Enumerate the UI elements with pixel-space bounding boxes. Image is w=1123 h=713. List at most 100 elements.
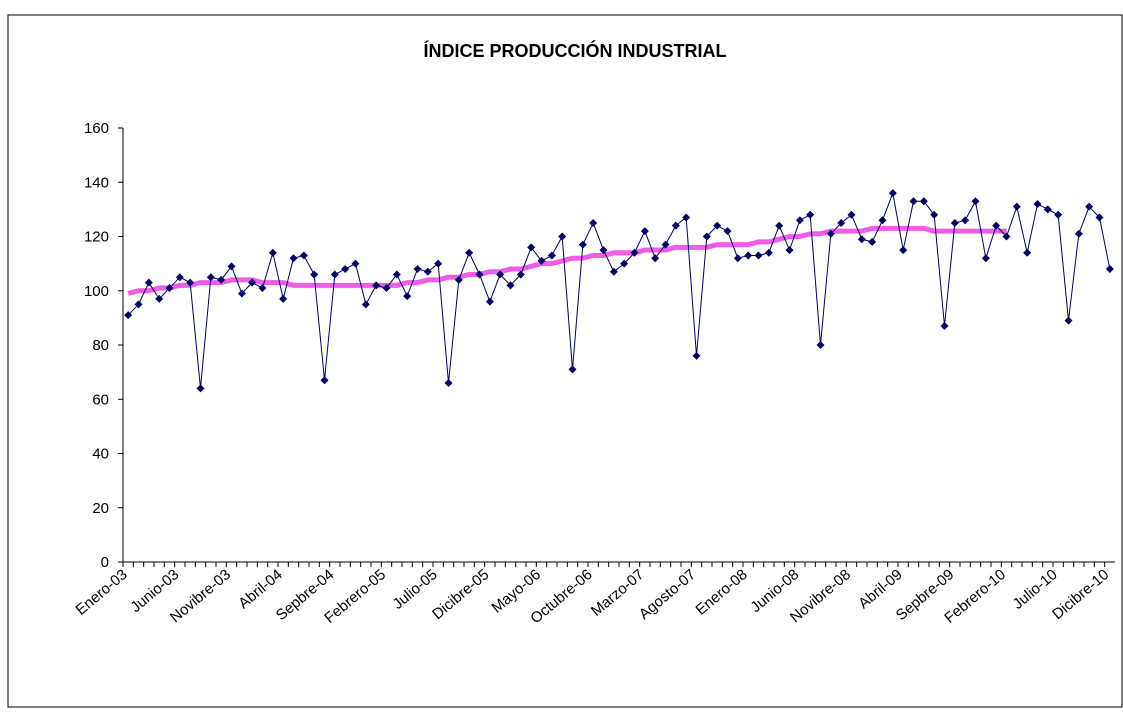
data-point bbox=[1074, 229, 1083, 238]
data-point bbox=[930, 210, 939, 219]
data-point bbox=[299, 251, 308, 260]
data-point bbox=[196, 384, 205, 393]
data-point bbox=[1023, 248, 1032, 257]
data-point bbox=[1033, 199, 1042, 208]
data-point bbox=[620, 259, 629, 268]
data-point bbox=[847, 210, 856, 219]
data-point bbox=[175, 273, 184, 282]
data-point bbox=[248, 278, 257, 287]
data-point bbox=[289, 254, 298, 263]
data-point bbox=[506, 281, 515, 290]
data-point bbox=[940, 322, 949, 331]
y-tick-label: 60 bbox=[92, 391, 109, 408]
data-point bbox=[1002, 232, 1011, 241]
data-point bbox=[1064, 316, 1073, 325]
data-point bbox=[413, 265, 422, 274]
data-point bbox=[826, 229, 835, 238]
data-point bbox=[578, 240, 587, 249]
data-point bbox=[403, 292, 412, 301]
data-point bbox=[423, 267, 432, 276]
data-point bbox=[609, 267, 618, 276]
data-point bbox=[186, 278, 195, 287]
data-point bbox=[320, 376, 329, 385]
data-point bbox=[1012, 202, 1021, 211]
data-point bbox=[361, 300, 370, 309]
data-point bbox=[888, 189, 897, 198]
data-point bbox=[434, 259, 443, 268]
data-point bbox=[671, 221, 680, 230]
data-point bbox=[485, 297, 494, 306]
data-point bbox=[1043, 205, 1052, 214]
data-point bbox=[1105, 265, 1114, 274]
data-point bbox=[1095, 213, 1104, 222]
data-point bbox=[279, 294, 288, 303]
data-point bbox=[682, 213, 691, 222]
data-point bbox=[444, 378, 453, 387]
data-point bbox=[217, 275, 226, 284]
data-point bbox=[909, 197, 918, 206]
data-point bbox=[795, 216, 804, 225]
data-point bbox=[227, 262, 236, 271]
data-point bbox=[661, 240, 670, 249]
data-point bbox=[310, 270, 319, 279]
y-tick-label: 0 bbox=[101, 554, 109, 571]
data-point bbox=[919, 197, 928, 206]
y-tick-label: 120 bbox=[84, 229, 109, 246]
data-point bbox=[475, 270, 484, 279]
data-point bbox=[351, 259, 360, 268]
data-line bbox=[127, 192, 1111, 389]
data-point bbox=[527, 243, 536, 252]
data-point bbox=[341, 265, 350, 274]
data-point bbox=[558, 232, 567, 241]
data-point bbox=[775, 221, 784, 230]
data-point bbox=[1085, 202, 1094, 211]
data-point bbox=[630, 248, 639, 257]
data-point bbox=[547, 251, 556, 260]
data-point bbox=[754, 251, 763, 260]
data-point bbox=[465, 248, 474, 257]
data-point bbox=[206, 273, 215, 282]
y-tick-label: 140 bbox=[84, 174, 109, 191]
data-point bbox=[651, 254, 660, 263]
data-point bbox=[568, 365, 577, 374]
chart-title: ÍNDICE PRODUCCIÓN INDUSTRIAL bbox=[423, 40, 726, 61]
data-point bbox=[992, 221, 1001, 230]
data-point bbox=[692, 351, 701, 360]
data-point bbox=[372, 281, 381, 290]
data-point bbox=[723, 227, 732, 236]
data-point bbox=[268, 248, 277, 257]
data-point bbox=[764, 248, 773, 257]
y-tick-label: 20 bbox=[92, 500, 109, 517]
y-tick-label: 40 bbox=[92, 446, 109, 463]
data-point bbox=[124, 311, 133, 320]
data-point bbox=[971, 197, 980, 206]
data-point bbox=[816, 341, 825, 349]
data-point bbox=[144, 278, 153, 287]
data-point bbox=[785, 246, 794, 255]
y-tick-label: 160 bbox=[84, 120, 109, 137]
data-point bbox=[733, 254, 742, 263]
data-point bbox=[640, 227, 649, 236]
trend-line bbox=[127, 225, 1007, 296]
data-point bbox=[237, 289, 246, 298]
data-point bbox=[837, 218, 846, 227]
data-point bbox=[454, 275, 463, 284]
data-point bbox=[899, 246, 908, 255]
data-point bbox=[165, 284, 174, 293]
y-tick-label: 80 bbox=[92, 337, 109, 354]
chart-frame bbox=[7, 14, 1123, 708]
data-point bbox=[744, 251, 753, 260]
data-point bbox=[1054, 210, 1063, 219]
data-point bbox=[134, 300, 143, 309]
data-point bbox=[702, 232, 711, 241]
data-point bbox=[537, 256, 546, 265]
data-point bbox=[981, 254, 990, 263]
data-point bbox=[878, 216, 887, 225]
y-tick-label: 100 bbox=[84, 283, 109, 300]
data-point bbox=[330, 270, 339, 279]
data-point bbox=[392, 270, 401, 279]
data-point bbox=[599, 246, 608, 255]
data-point bbox=[713, 221, 722, 230]
data-point bbox=[868, 237, 877, 246]
